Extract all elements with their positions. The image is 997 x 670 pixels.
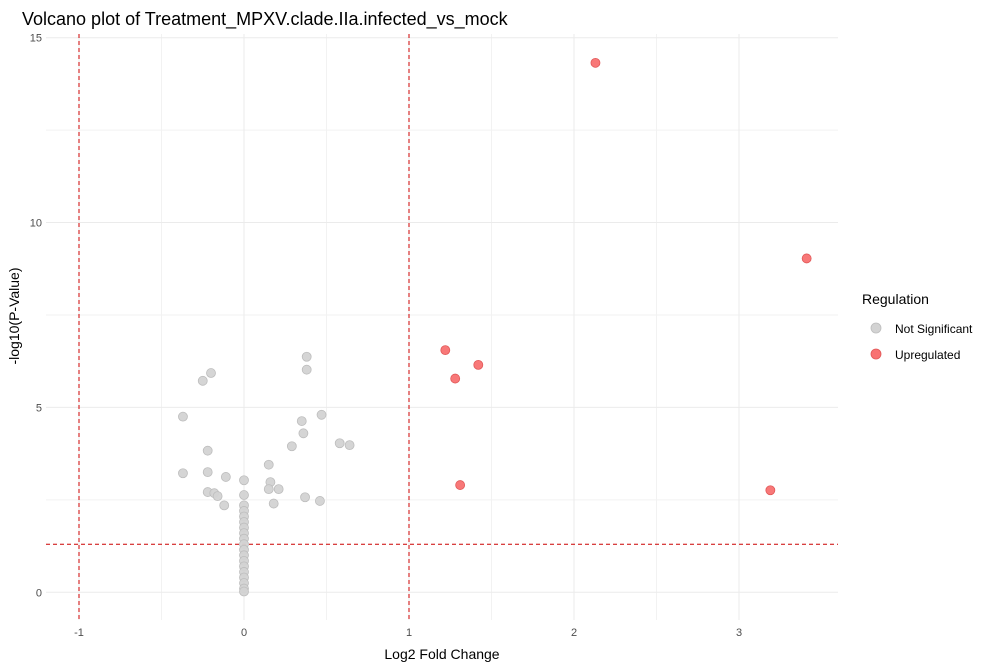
x-tick-label: 3 <box>736 627 742 639</box>
upregulated-point <box>440 345 451 356</box>
y-tick-label: 0 <box>36 587 42 599</box>
upregulated-point <box>801 253 812 264</box>
y-axis-title: -log10(P-Value) <box>6 267 22 364</box>
y-tick-label: 5 <box>36 402 42 414</box>
y-axis-ticks: 0 5 10 15 <box>30 33 42 600</box>
minor-gridlines <box>46 34 838 620</box>
upregulated-point <box>455 480 466 490</box>
legend-title: Regulation <box>862 291 929 307</box>
not-significant-point <box>239 475 249 486</box>
x-axis-ticks: -1 0 1 2 3 <box>74 627 742 639</box>
not-significant-point <box>239 586 249 597</box>
not-significant-point <box>268 498 279 509</box>
not-significant-point <box>298 428 309 439</box>
not-significant-point <box>263 484 274 495</box>
chart-title: Volcano plot of Treatment_MPXV.clade.IIa… <box>22 9 509 30</box>
not-significant-point <box>263 459 274 470</box>
not-significant-point <box>296 416 307 426</box>
legend-label-upregulated: Upregulated <box>895 348 960 362</box>
not-significant-point <box>301 351 312 362</box>
not-significant-point <box>202 467 213 478</box>
y-tick-label: 10 <box>30 218 42 230</box>
upregulated-point <box>450 373 461 384</box>
not-significant-point <box>178 411 188 422</box>
not-significant-point <box>344 440 355 451</box>
legend-swatch-not-significant <box>870 322 882 334</box>
x-tick-label: 2 <box>571 627 577 639</box>
not-significant-point <box>300 492 310 503</box>
not-significant-point <box>239 490 249 500</box>
legend: Regulation Not Significant Upregulated <box>862 291 973 362</box>
not-significant-point <box>286 441 297 452</box>
not-significant-point <box>334 438 345 449</box>
not-significant-point <box>178 468 188 479</box>
upregulated-point <box>473 359 484 370</box>
upregulated-point <box>590 57 601 68</box>
x-tick-label: 0 <box>241 627 247 639</box>
not-significant-point <box>273 484 284 495</box>
not-significant-point <box>220 472 231 482</box>
threshold-lines <box>46 34 838 620</box>
x-axis-title: Log2 Fold Change <box>384 646 499 662</box>
not-significant-point <box>314 496 325 506</box>
not-significant-point <box>219 500 230 511</box>
x-tick-label: 1 <box>406 627 412 639</box>
not-significant-point <box>316 409 327 420</box>
data-points <box>178 57 812 597</box>
y-tick-label: 15 <box>30 33 42 45</box>
x-tick-label: -1 <box>74 627 84 639</box>
not-significant-point <box>206 368 216 378</box>
upregulated-point <box>765 485 776 496</box>
not-significant-point <box>197 375 208 386</box>
not-significant-point <box>202 445 213 456</box>
legend-label-not-significant: Not Significant <box>895 322 973 336</box>
not-significant-point <box>301 364 312 375</box>
major-gridlines <box>46 34 838 620</box>
not-significant-point <box>212 491 223 502</box>
legend-swatch-upregulated <box>870 348 882 360</box>
